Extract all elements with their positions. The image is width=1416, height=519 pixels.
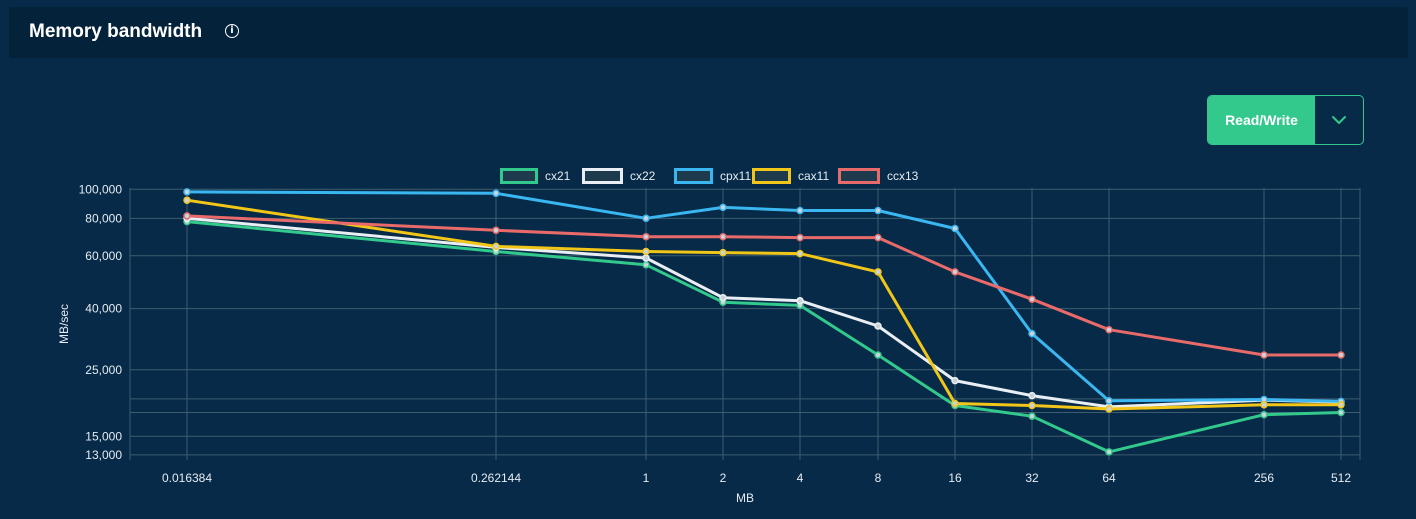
data-point[interactable] — [951, 376, 959, 385]
legend-swatch — [838, 168, 880, 184]
y-tick-label: 80,000 — [85, 211, 122, 225]
data-point[interactable] — [796, 233, 804, 242]
x-axis-ticks: 0.016384 0.262144 1 2 4 8 16 32 64 256 512 — [162, 471, 1351, 485]
x-tick-label: 512 — [1331, 471, 1351, 485]
data-point[interactable] — [642, 247, 650, 256]
data-point[interactable] — [1105, 397, 1113, 405]
legend-item-cpx11[interactable]: cpx11 — [674, 168, 752, 184]
legend-item-ccx13[interactable]: ccx13 — [838, 168, 919, 184]
chart-legend: cx21 cx22 cpx11 cax11 ccx13 — [500, 168, 919, 184]
x-tick-label: 4 — [797, 471, 804, 485]
data-point[interactable] — [492, 242, 500, 251]
series-cpx11 — [183, 188, 1345, 406]
mode-dropdown[interactable]: Read/Write — [1207, 95, 1364, 145]
data-point[interactable] — [951, 268, 959, 276]
data-point[interactable] — [1260, 351, 1268, 359]
data-point[interactable] — [183, 188, 191, 196]
legend-swatch — [582, 168, 623, 184]
data-point[interactable] — [1028, 391, 1036, 400]
x-tick-label: 0.016384 — [162, 471, 212, 485]
y-tick-label: 25,000 — [85, 363, 122, 377]
data-point[interactable] — [1337, 351, 1345, 359]
data-point[interactable] — [1337, 401, 1345, 409]
y-tick-label: 40,000 — [85, 302, 122, 316]
data-point[interactable] — [719, 232, 727, 241]
y-axis-title: MB/sec — [57, 304, 71, 344]
series-cx22 — [183, 214, 1345, 411]
series-ccx13 — [183, 212, 1345, 359]
x-tick-label: 256 — [1254, 471, 1274, 485]
x-tick-label: 1 — [643, 471, 650, 485]
page-title: Memory bandwidth — [29, 21, 203, 42]
data-point[interactable] — [1028, 412, 1036, 420]
legend-swatch — [500, 168, 538, 184]
x-axis-title: MB — [736, 491, 754, 505]
info-icon[interactable]: i — [225, 24, 239, 38]
x-tick-label: 32 — [1025, 471, 1039, 485]
x-tick-label: 8 — [875, 471, 882, 485]
data-point[interactable] — [1105, 405, 1113, 413]
data-point[interactable] — [183, 212, 191, 220]
data-point[interactable] — [951, 224, 959, 233]
x-tick-label: 64 — [1102, 471, 1116, 485]
data-point[interactable] — [492, 226, 500, 235]
data-point[interactable] — [1028, 329, 1036, 338]
data-point[interactable] — [874, 233, 882, 242]
legend-label: cx21 — [545, 169, 571, 183]
y-tick-label: 13,000 — [85, 448, 122, 462]
legend-label: cx22 — [630, 169, 656, 183]
chevron-down-icon[interactable] — [1315, 96, 1363, 144]
series-line[interactable] — [186, 216, 1342, 409]
legend-swatch — [674, 168, 713, 184]
x-tick-label: 2 — [720, 471, 727, 485]
data-point[interactable] — [874, 351, 882, 359]
data-point[interactable] — [1260, 401, 1268, 409]
data-point[interactable] — [642, 261, 650, 269]
y-tick-label: 100,000 — [79, 182, 123, 196]
data-point[interactable] — [1105, 448, 1113, 456]
data-point[interactable] — [796, 206, 804, 215]
data-point[interactable] — [796, 296, 804, 305]
data-point[interactable] — [719, 248, 727, 257]
data-point[interactable] — [951, 399, 959, 408]
data-point[interactable] — [1028, 295, 1036, 303]
data-point[interactable] — [492, 189, 500, 198]
chart-grid — [129, 188, 1361, 460]
data-point[interactable] — [1105, 325, 1113, 334]
data-point[interactable] — [719, 293, 727, 302]
data-point[interactable] — [183, 196, 191, 204]
legend-label: cax11 — [798, 169, 829, 183]
mode-dropdown-label[interactable]: Read/Write — [1208, 96, 1315, 144]
y-axis-ticks: 100,000 80,000 60,000 40,000 25,000 15,000 13,… — [79, 182, 123, 462]
legend-label: ccx13 — [887, 169, 919, 183]
data-point[interactable] — [874, 206, 882, 215]
legend-item-cax11[interactable]: cax11 — [752, 168, 830, 184]
data-point[interactable] — [1337, 408, 1345, 417]
series-line[interactable] — [186, 214, 1341, 357]
y-tick-label: 15,000 — [85, 429, 122, 443]
legend-item-cx22[interactable]: cx22 — [582, 168, 656, 184]
chart-series — [183, 188, 1345, 456]
legend-item-cx21[interactable]: cx21 — [500, 168, 571, 184]
data-point[interactable] — [642, 214, 650, 223]
data-point[interactable] — [642, 254, 650, 262]
x-tick-label: 0.262144 — [471, 471, 521, 485]
panel-header: Memory bandwidth i — [9, 7, 1408, 58]
data-point[interactable] — [796, 249, 804, 258]
x-tick-label: 16 — [948, 471, 962, 485]
data-point[interactable] — [874, 268, 882, 276]
data-point[interactable] — [642, 232, 650, 241]
data-point[interactable] — [874, 322, 882, 330]
y-tick-label: 60,000 — [85, 249, 122, 263]
data-point[interactable] — [1260, 410, 1268, 419]
series-cax11 — [183, 196, 1345, 413]
legend-label: cpx11 — [720, 169, 751, 183]
data-point[interactable] — [719, 203, 727, 212]
data-point[interactable] — [1028, 401, 1036, 410]
legend-swatch — [752, 168, 791, 184]
